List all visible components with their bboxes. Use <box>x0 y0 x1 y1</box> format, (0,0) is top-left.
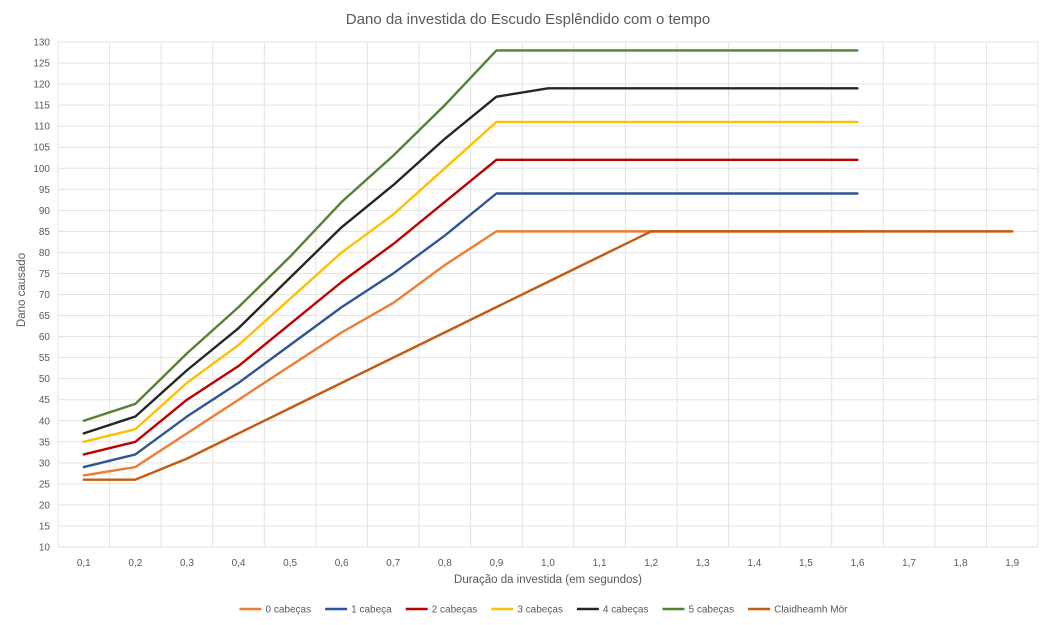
legend-label: 0 cabeças <box>266 605 312 616</box>
legend-item: 3 cabeças <box>491 605 563 616</box>
x-axis-label: Duração da investida (em segundos) <box>454 574 642 586</box>
y-tick-label: 95 <box>39 185 51 196</box>
legend-label: 2 cabeças <box>432 605 478 616</box>
series-lines <box>82 49 1014 481</box>
x-tick-label: 1,6 <box>851 558 865 569</box>
y-axis-ticks: 10 15 20 25 30 35 40 45 50 55 60 65 70 75 80 85 90 95 100 1… <box>33 38 50 554</box>
x-tick-label: 1,3 <box>696 558 710 569</box>
legend-item: 2 cabeças <box>405 605 478 616</box>
y-tick-label: 110 <box>34 122 50 133</box>
x-tick-label: 1,4 <box>747 558 761 569</box>
legend-item: Claidheamh Mòr <box>748 605 848 616</box>
legend-item: 5 cabeças <box>662 605 735 616</box>
series-line-2 <box>82 158 859 456</box>
y-tick-label: 20 <box>39 500 51 511</box>
series-line-1 <box>82 192 859 469</box>
legend-label: 3 cabeças <box>517 605 563 616</box>
x-tick-label: 1,5 <box>799 558 813 569</box>
y-tick-label: 50 <box>39 374 51 385</box>
y-tick-label: 80 <box>39 248 51 259</box>
x-tick-label: 0,6 <box>335 558 349 569</box>
y-tick-label: 70 <box>39 290 51 301</box>
y-tick-label: 125 <box>33 59 50 70</box>
series-line-4 <box>82 87 859 435</box>
y-tick-label: 100 <box>33 164 50 175</box>
y-tick-label: 45 <box>39 395 51 406</box>
y-tick-label: 130 <box>33 38 50 49</box>
x-tick-label: 1,1 <box>593 558 607 569</box>
x-tick-label: 0,4 <box>232 558 246 569</box>
y-axis-label: Dano causado <box>16 253 28 327</box>
series-line-5 <box>82 49 859 422</box>
y-tick-label: 75 <box>39 269 51 280</box>
x-tick-label: 1,7 <box>902 558 916 569</box>
x-tick-label: 0,5 <box>283 558 297 569</box>
x-tick-label: 1,9 <box>1005 558 1019 569</box>
y-tick-label: 40 <box>39 416 51 427</box>
legend-item: 4 cabeças <box>576 605 649 616</box>
legend: 0 cabeças 1 cabeça 2 cabeças 3 cabeças 4 cab… <box>239 605 848 616</box>
legend-item: 0 cabeças <box>239 605 312 616</box>
y-tick-label: 60 <box>39 332 51 343</box>
x-tick-label: 0,9 <box>489 558 503 569</box>
y-tick-label: 85 <box>39 227 51 238</box>
x-axis-ticks: 0,1 0,2 0,3 0,4 0,5 0,6 0,7 0,8 0,9 1,0 1,1 1,2 1,3 1… <box>77 558 1020 569</box>
y-tick-label: 30 <box>39 458 51 469</box>
y-tick-label: 90 <box>39 206 51 217</box>
chart-title: Dano da investida do Escudo Esplêndido c… <box>346 11 710 28</box>
legend-label: Claidheamh Mòr <box>774 605 848 616</box>
y-tick-label: 105 <box>33 143 50 154</box>
y-tick-label: 120 <box>33 80 50 91</box>
x-tick-label: 0,2 <box>128 558 142 569</box>
y-tick-label: 35 <box>39 437 51 448</box>
series-line-3 <box>82 120 859 443</box>
legend-label: 4 cabeças <box>603 605 649 616</box>
x-tick-label: 1,0 <box>541 558 555 569</box>
y-tick-label: 25 <box>39 479 51 490</box>
y-tick-label: 10 <box>39 543 51 554</box>
y-tick-label: 55 <box>39 353 51 364</box>
series-line-6 <box>82 230 1014 481</box>
x-tick-label: 0,8 <box>438 558 452 569</box>
y-tick-label: 65 <box>39 311 51 322</box>
x-tick-label: 0,3 <box>180 558 194 569</box>
x-tick-label: 0,7 <box>386 558 400 569</box>
y-tick-label: 115 <box>34 101 50 112</box>
legend-label: 5 cabeças <box>689 605 735 616</box>
x-tick-label: 1,8 <box>954 558 968 569</box>
y-tick-label: 15 <box>39 521 51 532</box>
legend-item: 1 cabeça <box>325 605 392 616</box>
legend-label: 1 cabeça <box>351 605 392 616</box>
gridlines <box>57 41 1039 548</box>
x-tick-label: 1,2 <box>644 558 658 569</box>
x-tick-label: 0,1 <box>77 558 91 569</box>
